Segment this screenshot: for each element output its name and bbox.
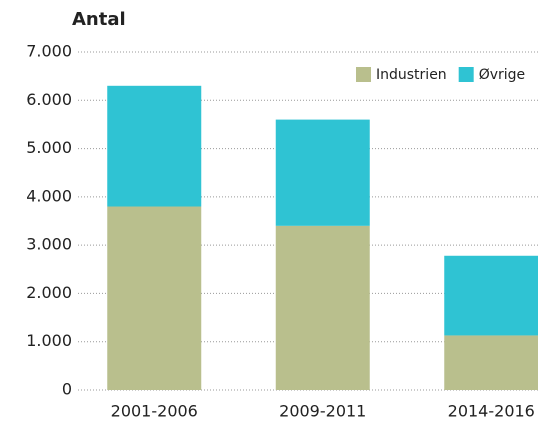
y-tick-label: 2.000 (26, 283, 72, 302)
bar-segment (444, 335, 538, 390)
x-tick-label: 2009-2011 (279, 402, 366, 421)
y-tick-label: 3.000 (26, 235, 72, 254)
y-tick-label: 0 (62, 380, 72, 399)
chart-title: Antal (72, 9, 126, 30)
y-tick-label: 7.000 (26, 42, 72, 61)
legend-swatch (356, 67, 371, 82)
bar-segment (107, 85, 202, 207)
legend-label: Øvrige (479, 67, 525, 83)
x-tick-label: 2014-2016 (448, 402, 535, 421)
y-tick-label: 4.000 (26, 186, 72, 205)
x-tick-label: 2001-2006 (111, 402, 198, 421)
legend-label: Industrien (376, 67, 447, 83)
bar-segment (275, 119, 370, 226)
bar-segment (275, 225, 370, 390)
bar-segment (107, 206, 202, 390)
y-tick-label: 6.000 (26, 90, 72, 109)
y-tick-label: 5.000 (26, 138, 72, 157)
legend-swatch (458, 67, 474, 82)
y-tick-label: 1.000 (26, 331, 72, 350)
bar-segment (444, 255, 538, 336)
